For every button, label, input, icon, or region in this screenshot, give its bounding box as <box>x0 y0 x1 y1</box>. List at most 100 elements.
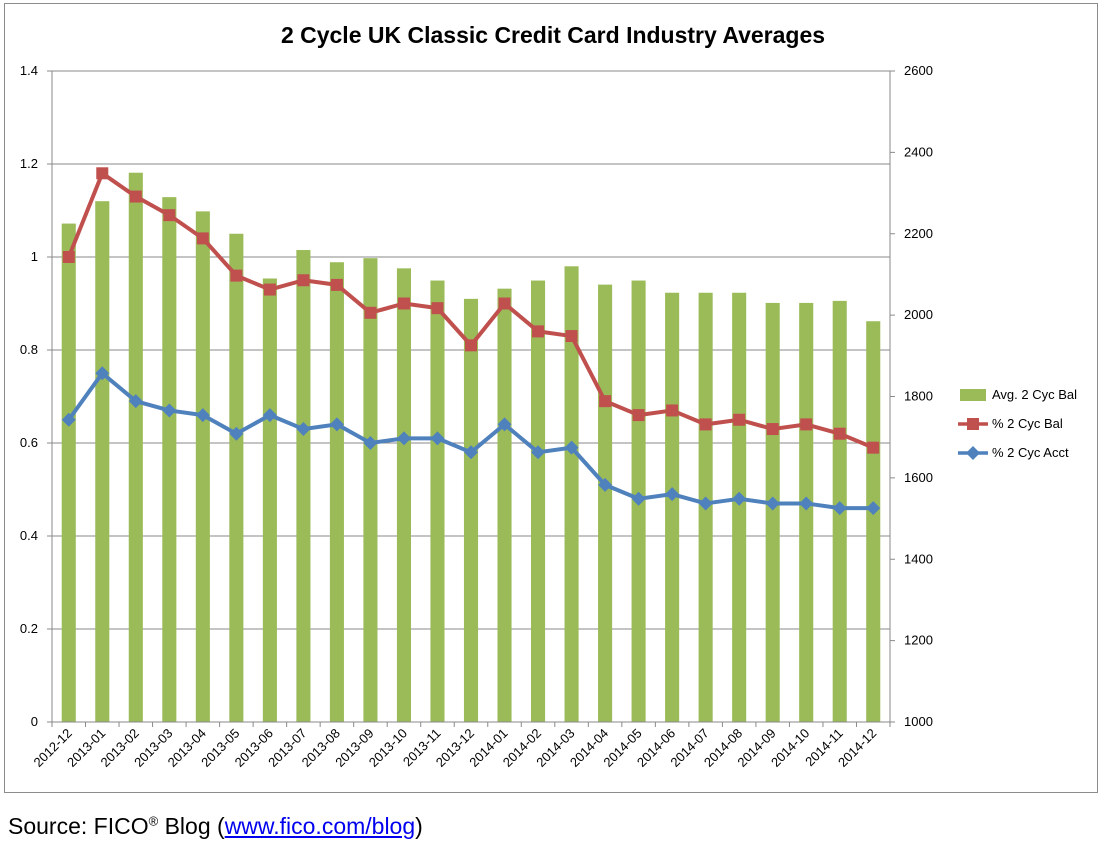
source-prefix: Source: FICO <box>8 813 149 839</box>
bar <box>463 298 479 722</box>
left-axis-tick-label: 0.4 <box>20 528 38 543</box>
left-axis-tick-label: 0.8 <box>20 342 38 357</box>
data-point <box>666 404 679 417</box>
data-point <box>765 496 780 511</box>
data-point <box>732 491 747 506</box>
bar <box>564 266 579 722</box>
bar <box>396 268 411 722</box>
data-point <box>598 477 613 492</box>
right-axis-tick-label: 1800 <box>904 389 933 404</box>
bar <box>497 288 512 722</box>
data-point <box>95 366 110 381</box>
data-point <box>96 167 109 180</box>
left-axis-tick-label: 0.2 <box>20 621 38 636</box>
bar <box>329 262 344 722</box>
data-point <box>297 274 310 287</box>
bar <box>128 172 143 722</box>
data-point <box>832 501 847 516</box>
data-point <box>195 408 210 423</box>
data-point <box>799 496 814 511</box>
bar <box>195 211 210 722</box>
legend-label: % 2 Cyc Bal <box>992 416 1063 431</box>
right-axis-tick-label: 1400 <box>904 551 933 566</box>
data-point <box>966 446 980 460</box>
data-point <box>699 418 712 431</box>
data-point <box>229 426 244 441</box>
bar <box>531 280 546 722</box>
data-point <box>665 487 680 502</box>
data-point <box>631 491 646 506</box>
registered-mark: ® <box>148 813 159 829</box>
bar <box>765 302 780 722</box>
data-point <box>733 413 746 426</box>
data-point <box>698 496 713 511</box>
bar <box>799 302 814 722</box>
data-point <box>296 422 311 437</box>
data-point <box>163 209 176 222</box>
right-axis-tick-label: 2200 <box>904 226 933 241</box>
data-point <box>465 339 477 352</box>
source-middle: Blog ( <box>158 813 225 839</box>
bar <box>732 292 747 722</box>
left-axis-tick-label: 1.4 <box>20 63 38 78</box>
bar <box>363 258 378 722</box>
right-axis-tick-label: 2400 <box>904 144 933 159</box>
data-point <box>867 441 880 454</box>
data-point <box>62 251 75 263</box>
source-suffix: ) <box>415 813 423 839</box>
right-axis-tick-label: 2600 <box>904 63 933 78</box>
bar <box>598 284 613 722</box>
bar <box>665 292 680 722</box>
bar <box>296 250 311 722</box>
data-point <box>329 417 344 432</box>
data-point <box>800 418 813 431</box>
data-point <box>967 418 979 430</box>
bar <box>430 280 445 722</box>
data-point <box>498 297 511 310</box>
data-point <box>632 409 645 422</box>
chart-frame <box>4 3 1098 793</box>
left-axis-tick-label: 0.6 <box>20 435 38 450</box>
data-point <box>497 417 512 432</box>
chart-title: 2 Cycle UK Classic Credit Card Industry … <box>281 22 825 48</box>
data-point <box>330 278 343 291</box>
data-point <box>128 394 143 409</box>
data-point <box>464 445 478 460</box>
data-point <box>431 302 444 315</box>
data-point <box>262 408 277 423</box>
data-point <box>565 330 578 343</box>
data-point <box>532 325 545 338</box>
bar <box>162 197 177 723</box>
left-axis-tick-label: 1 <box>31 249 38 264</box>
bar <box>95 201 110 722</box>
bar <box>229 233 244 722</box>
data-point <box>263 283 276 296</box>
data-point <box>564 440 579 455</box>
right-axis-tick-label: 1600 <box>904 470 933 485</box>
data-point <box>363 436 378 450</box>
source-credit: Source: FICO® Blog (www.fico.com/blog) <box>8 813 423 840</box>
data-point <box>162 403 177 418</box>
chart: 2 Cycle UK Classic Credit Card Industry … <box>20 22 1077 770</box>
bar-series <box>61 172 881 723</box>
right-axis-tick-label: 1200 <box>904 633 933 648</box>
right-axis-tick-label: 2000 <box>904 307 933 322</box>
data-point <box>531 445 546 460</box>
line-series <box>61 167 881 516</box>
bar <box>262 278 277 722</box>
legend: Avg. 2 Cyc Bal % 2 Cyc Bal % 2 Cyc Acct <box>958 387 1077 460</box>
bar <box>61 223 76 722</box>
legend-label: % 2 Cyc Acct <box>992 445 1069 460</box>
data-point <box>196 232 209 245</box>
source-link[interactable]: www.fico.com/blog <box>224 813 416 839</box>
right-axis-tick-label: 1000 <box>904 714 933 729</box>
data-point <box>61 412 76 427</box>
left-axis-tick-label: 1.2 <box>20 156 38 171</box>
data-point <box>766 423 779 436</box>
data-point <box>396 431 411 446</box>
bar <box>866 321 881 722</box>
data-point <box>364 306 377 319</box>
data-point <box>129 190 142 203</box>
legend-label: Avg. 2 Cyc Bal <box>992 387 1077 402</box>
data-point <box>599 395 612 408</box>
